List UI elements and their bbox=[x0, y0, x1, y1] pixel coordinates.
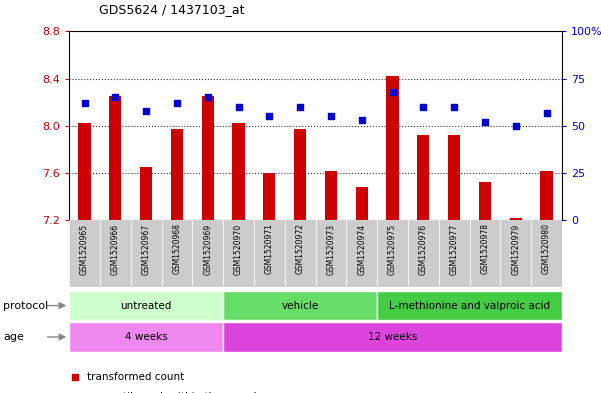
Point bbox=[388, 89, 397, 95]
Bar bbox=[223, 291, 377, 320]
Bar bbox=[540, 171, 553, 220]
Point bbox=[480, 119, 490, 125]
Text: GSM1520968: GSM1520968 bbox=[172, 223, 182, 274]
Bar bbox=[501, 220, 531, 287]
Bar bbox=[294, 129, 307, 220]
Bar bbox=[439, 220, 469, 287]
Bar bbox=[201, 96, 214, 220]
Bar bbox=[78, 123, 91, 220]
Text: GSM1520967: GSM1520967 bbox=[142, 223, 151, 275]
Text: 12 weeks: 12 weeks bbox=[368, 332, 417, 342]
Text: GSM1520976: GSM1520976 bbox=[419, 223, 428, 275]
Bar bbox=[356, 187, 368, 220]
Bar bbox=[408, 220, 439, 287]
Bar bbox=[285, 220, 316, 287]
Point bbox=[542, 109, 551, 116]
Bar bbox=[417, 135, 430, 220]
Text: GSM1520965: GSM1520965 bbox=[80, 223, 89, 275]
Point bbox=[111, 94, 120, 101]
Bar bbox=[162, 220, 192, 287]
Bar bbox=[346, 220, 377, 287]
Text: untreated: untreated bbox=[120, 301, 172, 310]
Bar bbox=[69, 291, 223, 320]
Bar bbox=[469, 220, 501, 287]
Bar bbox=[386, 76, 398, 220]
Bar bbox=[192, 220, 223, 287]
Bar bbox=[223, 220, 254, 287]
Text: GSM1520966: GSM1520966 bbox=[111, 223, 120, 275]
Bar bbox=[263, 173, 275, 220]
Bar bbox=[531, 220, 562, 287]
Text: transformed count: transformed count bbox=[87, 372, 185, 382]
Bar bbox=[325, 171, 337, 220]
Bar bbox=[100, 220, 131, 287]
Text: GSM1520970: GSM1520970 bbox=[234, 223, 243, 275]
Text: GSM1520969: GSM1520969 bbox=[203, 223, 212, 275]
Bar bbox=[223, 322, 562, 352]
Bar bbox=[377, 291, 562, 320]
Bar bbox=[69, 322, 223, 352]
Point bbox=[203, 94, 213, 101]
Text: GDS5624 / 1437103_at: GDS5624 / 1437103_at bbox=[99, 3, 245, 16]
Bar bbox=[510, 218, 522, 220]
Point bbox=[80, 100, 90, 106]
Bar bbox=[479, 182, 491, 220]
Text: GSM1520974: GSM1520974 bbox=[357, 223, 366, 275]
Bar bbox=[233, 123, 245, 220]
Text: protocol: protocol bbox=[3, 301, 48, 310]
Text: age: age bbox=[3, 332, 24, 342]
Bar bbox=[448, 135, 460, 220]
Point bbox=[326, 113, 336, 119]
Point bbox=[511, 123, 520, 129]
Point bbox=[450, 104, 459, 110]
Text: GSM1520977: GSM1520977 bbox=[450, 223, 459, 275]
Point bbox=[234, 104, 243, 110]
Text: GSM1520972: GSM1520972 bbox=[296, 223, 305, 274]
Point bbox=[70, 374, 80, 380]
Text: 4 weeks: 4 weeks bbox=[125, 332, 168, 342]
Point bbox=[172, 100, 182, 106]
Point bbox=[357, 117, 367, 123]
Bar bbox=[140, 167, 152, 220]
Point bbox=[418, 104, 428, 110]
Point bbox=[295, 104, 305, 110]
Text: GSM1520978: GSM1520978 bbox=[480, 223, 489, 274]
Text: GSM1520973: GSM1520973 bbox=[326, 223, 335, 275]
Bar bbox=[171, 129, 183, 220]
Bar bbox=[254, 220, 285, 287]
Text: GSM1520971: GSM1520971 bbox=[265, 223, 274, 274]
Text: L-methionine and valproic acid: L-methionine and valproic acid bbox=[389, 301, 550, 310]
Text: GSM1520979: GSM1520979 bbox=[511, 223, 520, 275]
Bar bbox=[377, 220, 408, 287]
Text: GSM1520975: GSM1520975 bbox=[388, 223, 397, 275]
Point bbox=[264, 113, 274, 119]
Text: vehicle: vehicle bbox=[281, 301, 319, 310]
Text: GSM1520980: GSM1520980 bbox=[542, 223, 551, 274]
Bar bbox=[109, 96, 121, 220]
Bar bbox=[131, 220, 162, 287]
Bar bbox=[69, 220, 100, 287]
Point bbox=[141, 108, 151, 114]
Bar bbox=[316, 220, 346, 287]
